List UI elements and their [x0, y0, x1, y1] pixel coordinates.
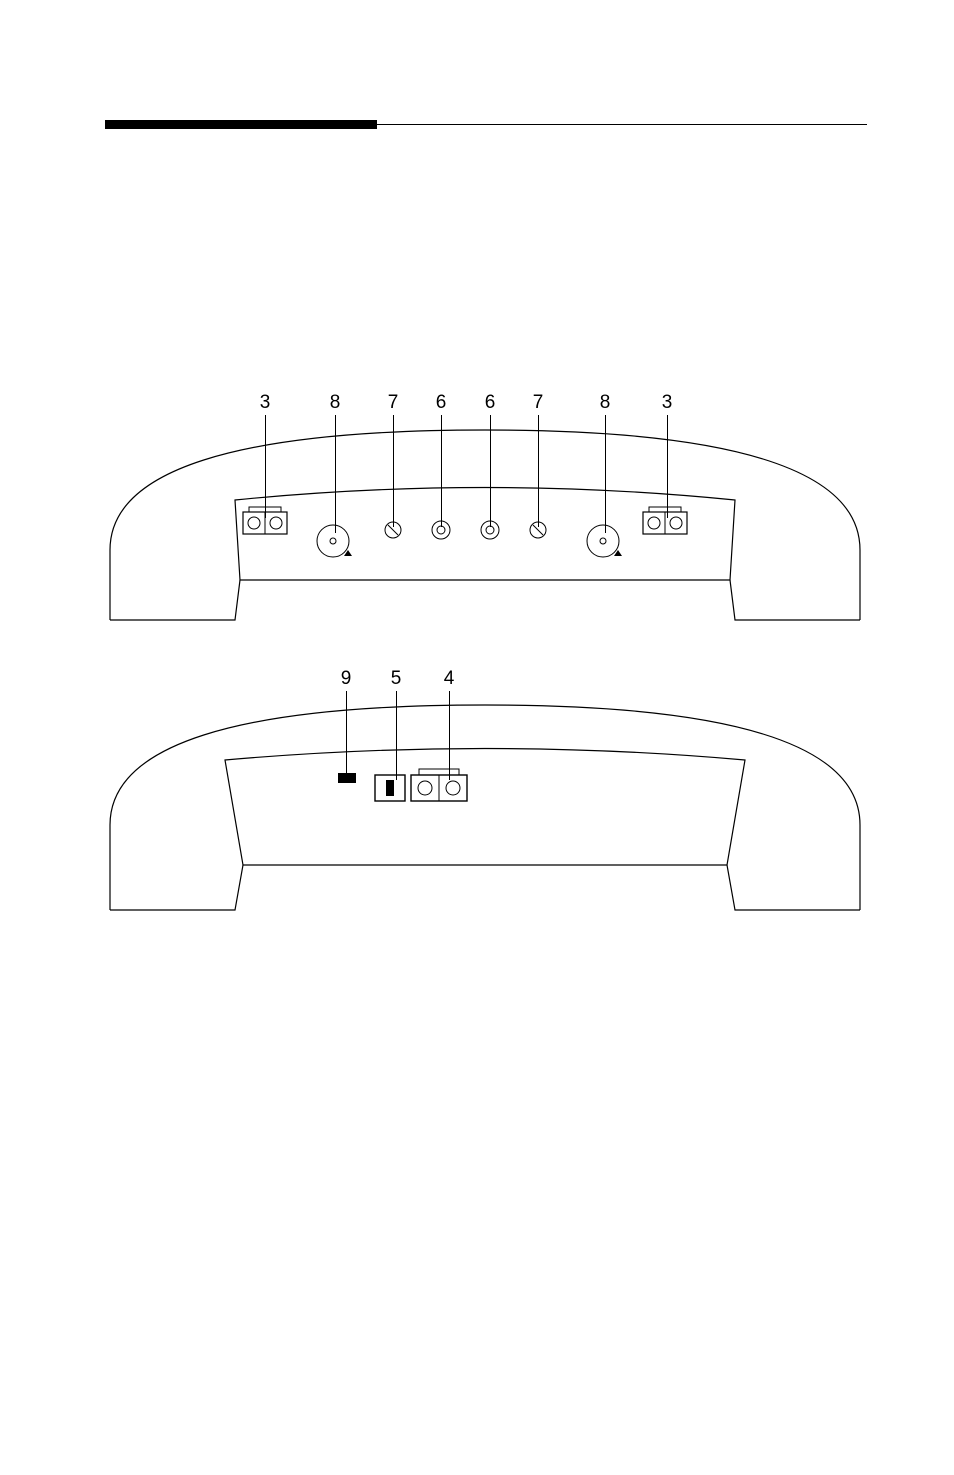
callout-label: 6 [433, 392, 449, 414]
callout-label: 7 [530, 392, 546, 414]
callout-label: 6 [482, 392, 498, 414]
callout-label: 5 [388, 668, 404, 690]
callout-label: 3 [659, 392, 675, 414]
amplifier-bottom-panel [105, 695, 865, 930]
callout-label: 7 [385, 392, 401, 414]
callout-label: 4 [441, 668, 457, 690]
page: 3 8 7 6 6 7 8 3 [0, 0, 954, 1475]
callout-label: 3 [257, 392, 273, 414]
header-rule-thin [377, 124, 867, 125]
callout-label: 8 [327, 392, 343, 414]
callout-label: 8 [597, 392, 613, 414]
amplifier-top-panel [105, 420, 865, 640]
header-rule-thick [105, 120, 377, 129]
callout-label: 9 [338, 668, 354, 690]
